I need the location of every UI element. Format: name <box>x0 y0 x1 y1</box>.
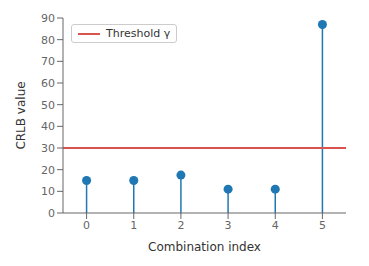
svg-text:40: 40 <box>41 120 55 133</box>
svg-text:1: 1 <box>130 219 137 232</box>
svg-text:30: 30 <box>41 142 55 155</box>
svg-text:70: 70 <box>41 55 55 68</box>
svg-text:4: 4 <box>272 219 279 232</box>
svg-text:3: 3 <box>225 219 232 232</box>
svg-text:0: 0 <box>83 219 90 232</box>
svg-text:Combination index: Combination index <box>148 240 261 254</box>
html-text:Threshold γ: Threshold γ <box>106 27 171 40</box>
svg-text:60: 60 <box>41 77 55 90</box>
svg-text:CRLB value: CRLB value <box>14 81 28 149</box>
svg-text:20: 20 <box>41 164 55 177</box>
svg-text:5: 5 <box>319 219 326 232</box>
svg-text:0: 0 <box>48 207 55 220</box>
svg-text:10: 10 <box>41 185 55 198</box>
svg-text:80: 80 <box>41 34 55 47</box>
svg-text:90: 90 <box>41 12 55 25</box>
svg-text:50: 50 <box>41 99 55 112</box>
svg-text:2: 2 <box>177 219 184 232</box>
